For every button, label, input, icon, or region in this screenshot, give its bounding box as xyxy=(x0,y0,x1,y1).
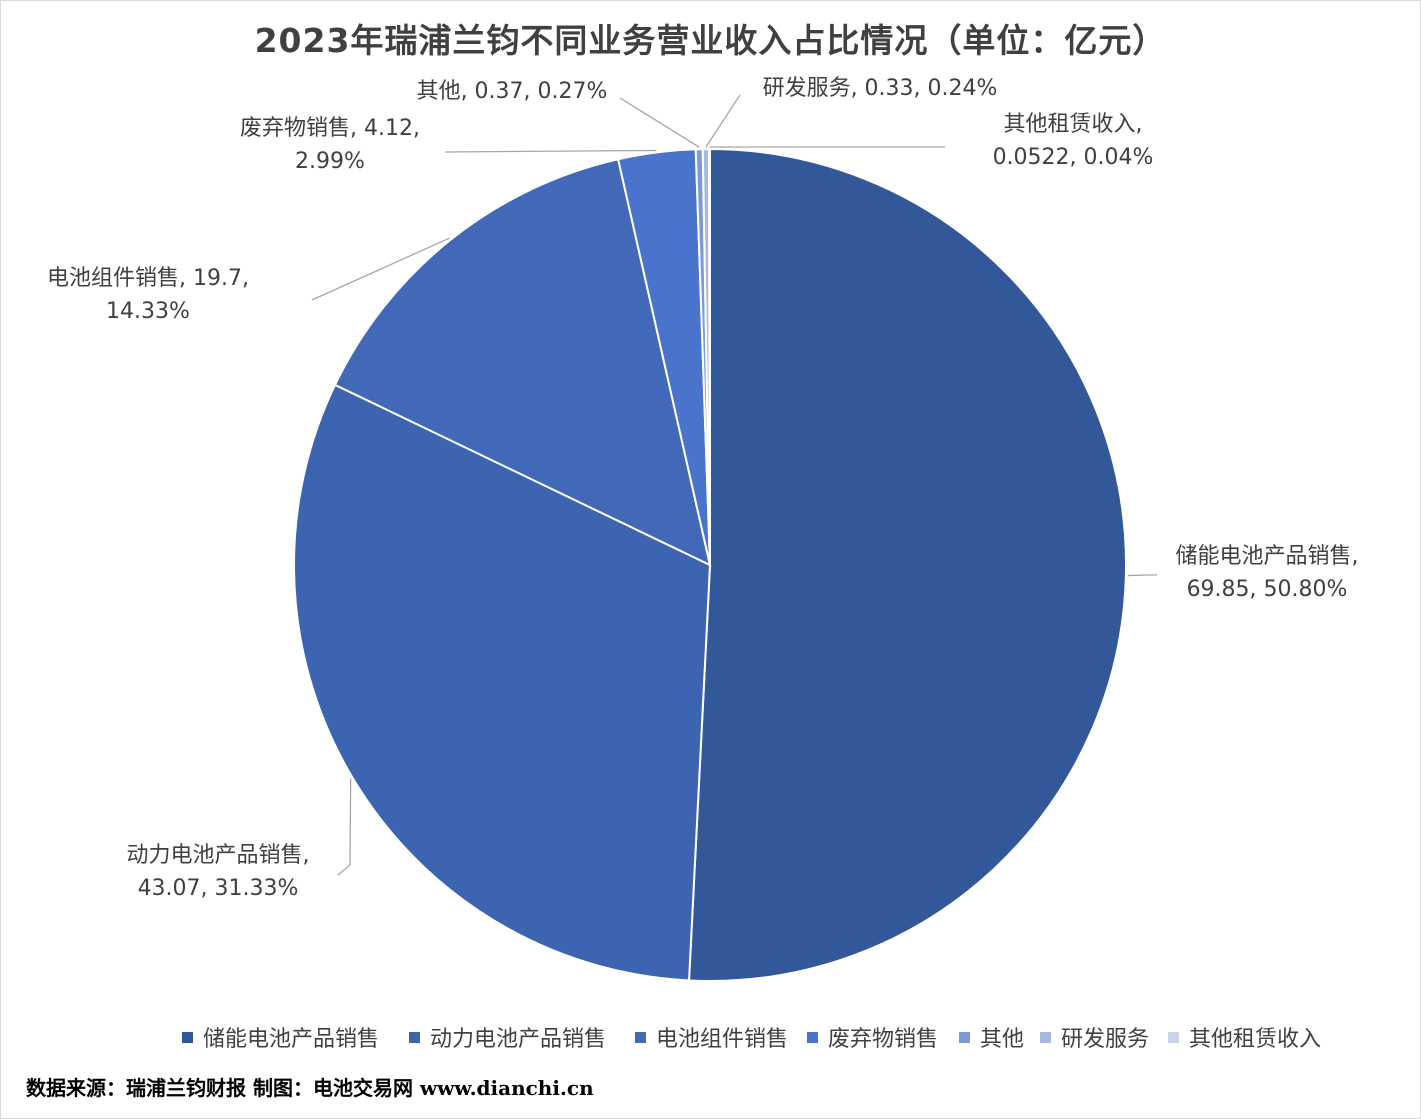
legend-label: 储能电池产品销售 xyxy=(203,1027,379,1052)
data-label: 43.07, 31.33% xyxy=(138,876,299,901)
data-label: 电池组件销售, 19.7, xyxy=(47,266,249,291)
data-labels: 储能电池产品销售, 69.85, 50.80% 动力电池产品销售, 43.07, 31… xyxy=(47,76,1358,901)
data-label: 动力电池产品销售, xyxy=(127,843,310,868)
data-label: 2.99% xyxy=(295,149,365,174)
leader-line xyxy=(311,237,450,301)
legend: 储能电池产品销售 动力电池产品销售 电池组件销售 废弃物销售 其他 研发服务 其他租赁收入 xyxy=(182,1027,1321,1052)
legend-swatch xyxy=(182,1032,193,1043)
data-label: 69.85, 50.80% xyxy=(1187,577,1348,602)
legend-label: 研发服务 xyxy=(1061,1027,1149,1052)
leader-line xyxy=(1127,574,1157,577)
data-label: 0.0522, 0.04% xyxy=(993,145,1154,170)
chart-title: 2023年瑞浦兰钧不同业务营业收入占比情况（单位：亿元） xyxy=(254,21,1167,60)
legend-swatch xyxy=(959,1032,970,1043)
data-label: 其他, 0.37, 0.27% xyxy=(417,79,608,104)
legend-label: 其他租赁收入 xyxy=(1189,1027,1321,1052)
legend-swatch xyxy=(1168,1032,1179,1043)
pie-slice xyxy=(708,147,711,566)
leader-line xyxy=(619,97,700,148)
legend-swatch xyxy=(635,1032,646,1043)
legend-swatch xyxy=(1040,1032,1051,1043)
data-label: 废弃物销售, 4.12, xyxy=(240,116,420,141)
pie-slice xyxy=(293,383,712,982)
legend-label: 电池组件销售 xyxy=(656,1027,788,1052)
data-label: 储能电池产品销售, xyxy=(1176,544,1359,569)
data-label: 其他租赁收入, xyxy=(1004,112,1143,137)
leader-line xyxy=(705,94,741,148)
legend-label: 动力电池产品销售 xyxy=(430,1027,606,1052)
pie-slices xyxy=(293,147,1127,982)
legend-swatch xyxy=(409,1032,420,1043)
data-label: 14.33% xyxy=(106,299,190,324)
data-label: 研发服务, 0.33, 0.24% xyxy=(763,76,998,101)
leader-line xyxy=(444,149,657,153)
legend-swatch xyxy=(807,1032,818,1043)
pie-slice xyxy=(687,147,1127,982)
leader-lines xyxy=(311,94,1157,876)
leader-line xyxy=(337,778,352,876)
pie-slice xyxy=(333,158,712,567)
legend-label: 废弃物销售 xyxy=(828,1027,938,1052)
source-note: 数据来源：瑞浦兰钧财报 制图：电池交易网 www.dianchi.cn xyxy=(26,1076,594,1100)
legend-label: 其他 xyxy=(980,1027,1024,1052)
